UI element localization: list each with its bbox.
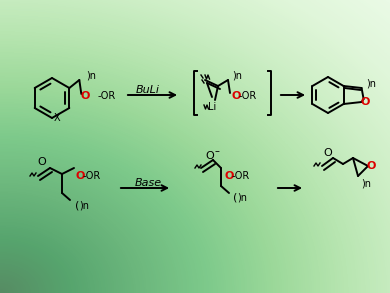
Text: –: – [215, 146, 220, 156]
Text: )n: )n [361, 179, 371, 189]
Text: )n: )n [86, 71, 96, 81]
Text: O: O [361, 97, 370, 107]
Text: O: O [206, 151, 214, 161]
Text: O: O [75, 171, 85, 181]
Text: -OR: -OR [83, 171, 101, 181]
Text: (: ( [233, 193, 237, 203]
Text: (: ( [75, 200, 79, 210]
Text: X: X [54, 113, 60, 123]
Text: )n: )n [237, 193, 247, 203]
Text: Base: Base [135, 178, 161, 188]
Text: )n: )n [79, 200, 89, 210]
Text: )n: )n [232, 70, 242, 80]
Text: -OR: -OR [239, 91, 257, 101]
Text: O: O [366, 161, 376, 171]
Text: O: O [231, 91, 241, 101]
Text: BuLi: BuLi [136, 85, 160, 95]
Text: -OR: -OR [232, 171, 250, 181]
Text: O: O [37, 157, 46, 167]
Text: -OR: -OR [98, 91, 115, 101]
Text: O: O [224, 171, 234, 181]
Text: Li: Li [208, 102, 216, 112]
Text: )n: )n [367, 79, 377, 89]
Text: O: O [81, 91, 90, 101]
Text: O: O [324, 148, 332, 158]
